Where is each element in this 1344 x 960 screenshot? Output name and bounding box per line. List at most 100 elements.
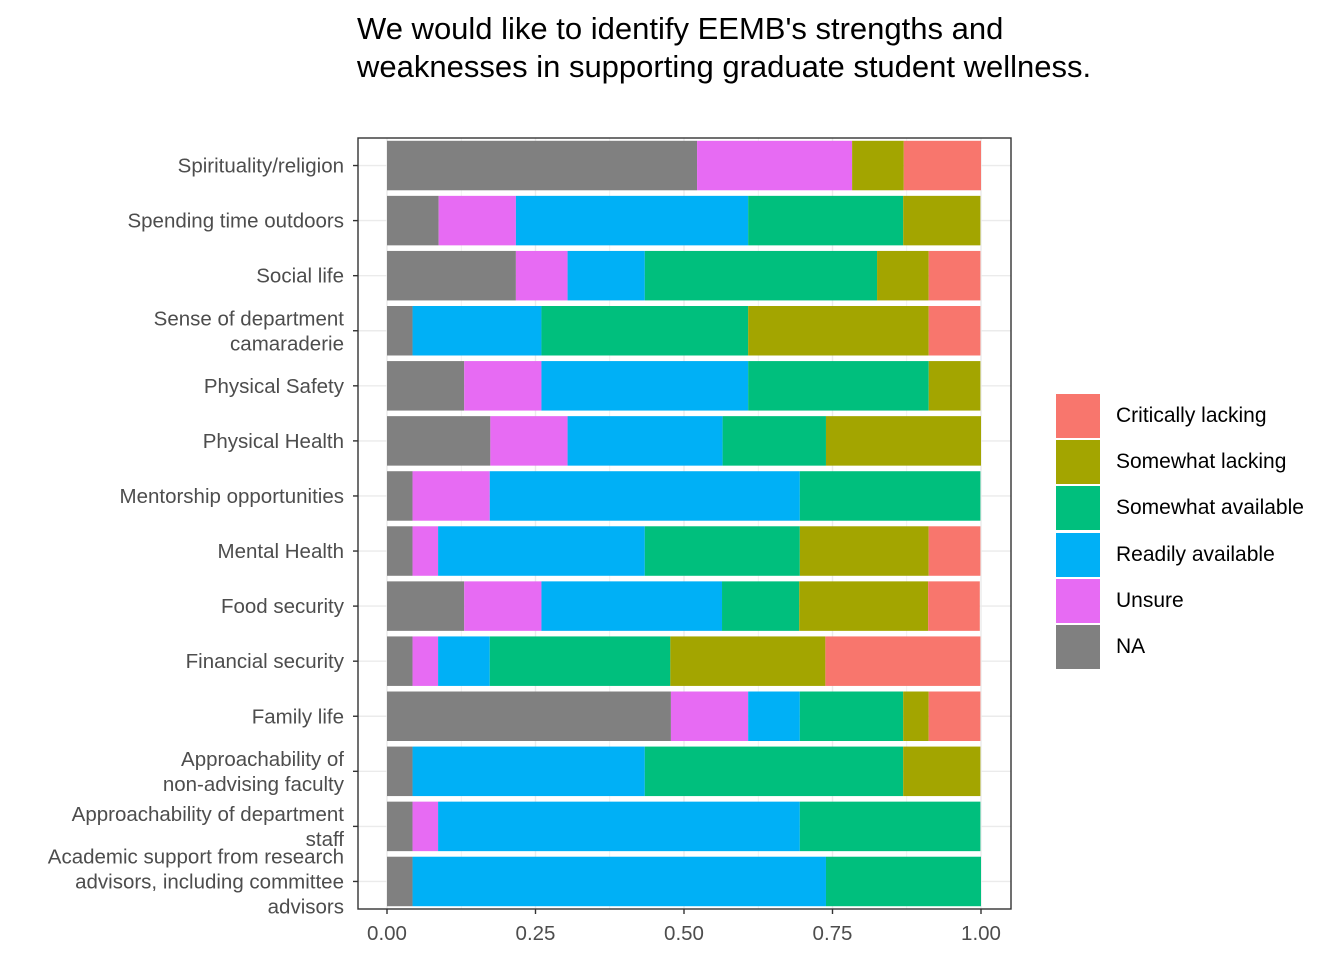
legend-item: Critically lacking — [1056, 393, 1304, 439]
legend: Critically lacking Somewhat lacking Somewh… — [1056, 393, 1304, 670]
bar-segment-na — [387, 306, 413, 356]
bar-segment-somewhat-available — [825, 856, 981, 907]
bar-segment-critically-lacking — [928, 306, 981, 356]
bar-segment-unsure — [412, 471, 490, 521]
bar-segment-readily-available — [567, 416, 723, 466]
bar-segment-readily-available — [412, 856, 826, 907]
y-tick-label: Approachability of non-advising faculty — [163, 748, 345, 796]
legend-swatch — [1056, 394, 1100, 439]
legend-item: Readily available — [1056, 532, 1304, 578]
bar-segment-somewhat-available — [541, 306, 749, 356]
y-tick-label: Spending time outdoors — [127, 210, 344, 233]
legend-label: Readily available — [1116, 542, 1275, 566]
bar-segment-na — [387, 801, 413, 852]
bar-segment-na — [387, 746, 413, 797]
bar-segment-somewhat-lacking — [799, 526, 929, 576]
legend-label: Critically lacking — [1116, 404, 1267, 428]
y-tick-label: Social life — [256, 265, 344, 288]
bar-segment-readily-available — [515, 195, 749, 246]
bar-segment-unsure — [464, 581, 542, 631]
bar-segment-na — [387, 636, 413, 686]
bar-segment-somewhat-lacking — [903, 691, 929, 741]
x-tick-label: 0.25 — [516, 922, 556, 945]
legend-item: NA — [1056, 624, 1304, 670]
bar-segment-critically-lacking — [928, 581, 980, 631]
bar-segment-critically-lacking — [825, 636, 981, 686]
bar-segment-critically-lacking — [928, 250, 981, 301]
bar-segment-somewhat-lacking — [670, 636, 826, 686]
y-tick-label: Mentorship opportunities — [120, 485, 345, 508]
bar-segment-readily-available — [748, 691, 800, 741]
legend-swatch — [1056, 440, 1100, 485]
y-tick-label: Academic support from research advisors, … — [48, 845, 344, 918]
bar-segment-unsure — [670, 691, 749, 741]
legend-swatch — [1056, 625, 1100, 670]
bar-segment-na — [387, 691, 671, 741]
bar-stacks — [387, 140, 981, 907]
bar-segment-critically-lacking — [928, 526, 981, 576]
bar-segment-somewhat-available — [748, 361, 929, 411]
y-tick-label: Physical Health — [203, 430, 344, 453]
bar-segment-readily-available — [438, 801, 800, 852]
bar-segment-unsure — [438, 195, 516, 246]
bar-segment-somewhat-lacking — [903, 746, 981, 797]
bar-segment-somewhat-available — [489, 636, 671, 686]
bar-segment-na — [387, 471, 413, 521]
bar-segment-na — [387, 526, 413, 576]
bar-segment-readily-available — [567, 250, 645, 301]
bar-segment-somewhat-lacking — [825, 416, 981, 466]
bar-segment-critically-lacking — [903, 140, 981, 191]
bar-segment-na — [387, 416, 491, 466]
bar-segment-somewhat-available — [722, 416, 826, 466]
y-tick-label: Mental Health — [218, 540, 344, 563]
y-tick-label: Sense of department camaraderie — [154, 307, 345, 355]
y-tick-label: Physical Safety — [204, 375, 345, 398]
x-axis: 0.00 0.25 0.50 0.75 1.00 — [367, 909, 1001, 945]
legend-item: Somewhat available — [1056, 485, 1304, 531]
chart-title: We would like to identify EEMB's strengt… — [357, 11, 1092, 84]
bar-segment-somewhat-available — [644, 526, 800, 576]
bar-segment-unsure — [697, 140, 853, 191]
x-tick-label: 0.00 — [367, 922, 407, 945]
bar-segment-readily-available — [541, 581, 723, 631]
bar-segment-na — [387, 361, 465, 411]
bar-segment-somewhat-available — [799, 471, 981, 521]
bar-segment-somewhat-lacking — [877, 250, 929, 301]
bar-segment-unsure — [515, 250, 568, 301]
bar-segment-critically-lacking — [928, 691, 981, 741]
legend-label: Somewhat lacking — [1116, 450, 1287, 474]
bar-segment-na — [387, 856, 413, 907]
legend-item: Somewhat lacking — [1056, 439, 1304, 485]
bar-segment-somewhat-lacking — [903, 195, 981, 246]
y-tick-label: Food security — [221, 595, 345, 618]
bar-segment-somewhat-lacking — [928, 361, 981, 411]
bar-segment-unsure — [412, 526, 439, 576]
y-tick-label: Family life — [252, 705, 344, 728]
legend-swatch — [1056, 578, 1100, 623]
x-tick-label: 1.00 — [961, 922, 1001, 945]
x-tick-label: 0.75 — [813, 922, 853, 945]
legend-swatch — [1056, 486, 1100, 531]
bar-segment-readily-available — [489, 471, 800, 521]
bar-segment-readily-available — [412, 746, 645, 797]
bar-segment-na — [387, 250, 516, 301]
bar-segment-unsure — [464, 361, 542, 411]
x-tick-label: 0.50 — [664, 922, 704, 945]
legend-item: Unsure — [1056, 578, 1304, 624]
bar-segment-na — [387, 140, 698, 191]
bar-segment-na — [387, 581, 465, 631]
bar-segment-somewhat-available — [799, 801, 981, 852]
bar-segment-readily-available — [438, 526, 645, 576]
bar-segment-somewhat-available — [799, 691, 904, 741]
bar-segment-somewhat-available — [644, 250, 878, 301]
bar-segment-somewhat-lacking — [852, 140, 904, 191]
bar-segment-unsure — [412, 801, 439, 852]
legend-label: NA — [1116, 635, 1146, 659]
bar-segment-unsure — [490, 416, 568, 466]
bar-segment-somewhat-lacking — [799, 581, 929, 631]
bar-segment-somewhat-available — [748, 195, 904, 246]
bar-segment-readily-available — [438, 636, 490, 686]
y-axis: Spirituality/religion Spending time outdo… — [48, 155, 358, 918]
legend-label: Somewhat available — [1116, 496, 1304, 520]
